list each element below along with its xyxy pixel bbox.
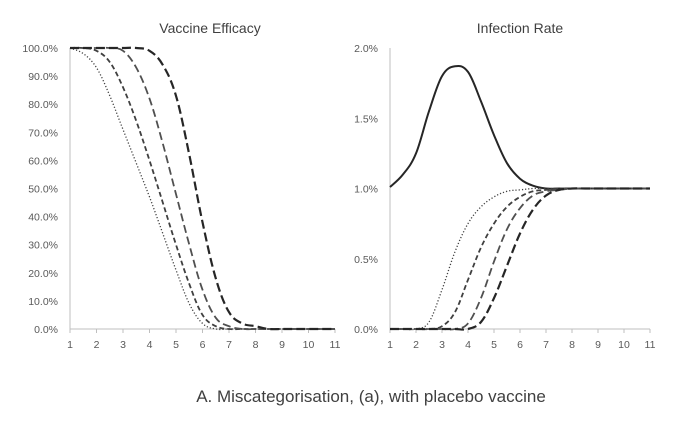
series-line-long-dash — [390, 187, 650, 331]
series-line-long-dash-heavy — [69, 46, 335, 331]
x-tick-label: 3 — [120, 339, 126, 351]
x-tick-label: 7 — [543, 339, 549, 351]
x-tick-label: 5 — [173, 339, 179, 351]
x-tick-label: 3 — [439, 339, 445, 351]
y-tick-label: 100.0% — [22, 43, 58, 55]
y-tick-label: 1.0% — [354, 184, 378, 196]
y-tick-label: 30.0% — [28, 240, 58, 252]
series-line-dotted — [69, 47, 335, 331]
x-tick-label: 5 — [491, 339, 497, 351]
x-tick-label: 4 — [147, 339, 153, 351]
x-tick-label: 1 — [387, 339, 393, 351]
y-tick-label: 10.0% — [28, 296, 58, 308]
x-tick-label: 8 — [569, 339, 575, 351]
x-tick-label: 2 — [94, 339, 100, 351]
y-tick-label: 20.0% — [28, 268, 58, 280]
series-line-long-dash — [69, 46, 335, 331]
figure-caption: A. Miscategorisation, (a), with placebo … — [196, 387, 546, 406]
series-line-short-dash — [69, 46, 335, 331]
chart-title: Infection Rate — [477, 20, 564, 36]
x-tick-label: 10 — [303, 339, 315, 351]
y-tick-label: 50.0% — [28, 184, 58, 196]
y-tick-label: 0.0% — [354, 324, 378, 336]
series-line-long-dash-heavy — [390, 187, 650, 331]
series-line-solid — [389, 64, 650, 190]
y-tick-label: 0.0% — [34, 324, 58, 336]
y-tick-label: 0.5% — [354, 254, 378, 266]
x-tick-label: 1 — [67, 339, 73, 351]
y-tick-label: 1.5% — [354, 113, 378, 125]
y-tick-label: 40.0% — [28, 212, 58, 224]
infection-rate-chart: Infection Rate 0.0% 0.5% 1.0% 1.5% 2.0% 1 2 3 4 5… — [354, 20, 656, 351]
x-tick-label: 10 — [618, 339, 630, 351]
x-tick-label: 11 — [645, 339, 656, 351]
x-tick-label: 8 — [253, 339, 259, 351]
x-tick-label: 11 — [330, 339, 341, 351]
y-tick-label: 2.0% — [354, 43, 378, 55]
y-tick-label: 70.0% — [28, 127, 58, 139]
x-tick-label: 4 — [465, 339, 471, 351]
x-tick-label: 6 — [517, 339, 523, 351]
x-tick-label: 6 — [200, 339, 206, 351]
vaccine-efficacy-chart: Vaccine Efficacy 0.0% 10.0% 20.0% 30.0% 40.0… — [22, 20, 340, 351]
x-tick-label: 2 — [413, 339, 419, 351]
x-tick-label: 7 — [226, 339, 232, 351]
y-tick-label: 80.0% — [28, 99, 58, 111]
chart-title: Vaccine Efficacy — [159, 20, 260, 36]
x-tick-label: 9 — [595, 339, 601, 351]
y-tick-label: 60.0% — [28, 155, 58, 167]
y-tick-label: 90.0% — [28, 71, 58, 83]
x-tick-label: 9 — [279, 339, 285, 351]
